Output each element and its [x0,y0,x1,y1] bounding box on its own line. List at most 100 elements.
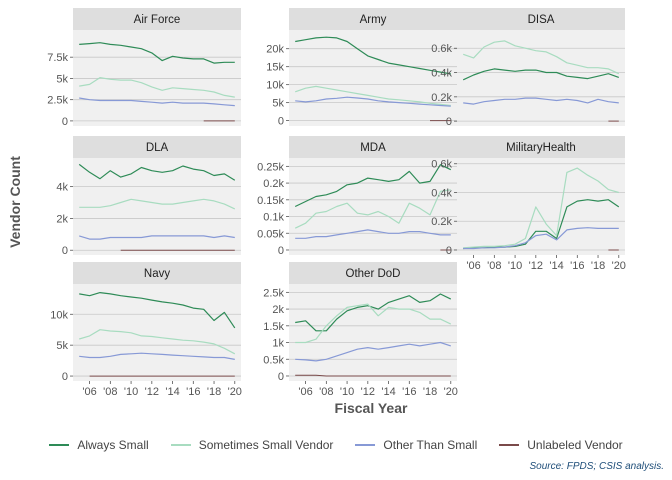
panel-strip [289,136,457,158]
y-tick-label: 0.15k [257,195,284,207]
y-tick-label: 2k [56,213,68,225]
x-tick-label: '12 [361,386,375,398]
x-tick-label: '08 [319,386,333,398]
y-tick-label: 2k [272,304,284,316]
source-note: Source: FPDS; CSIS analysis. [529,461,665,472]
y-tick-label: 0.2k [431,92,452,104]
panel-background [73,284,241,381]
x-tick-label: '20 [444,386,458,398]
series-line-sometimes-small-vendor [294,189,451,229]
x-tick-label: '08 [487,260,501,272]
panel-navy: Navy 0 5k 10k '06 '08 '10 '12 '14 '16 '18 '20 [50,262,242,398]
y-tick-label: 15k [266,62,284,74]
legend-swatch-sometimes-small [170,444,191,446]
panel-mda: MDA 0 0.05k 0.1k 0.15k 0.2k 0.25k [257,136,457,257]
panel-dla: DLA 0 2k 4k [56,136,241,257]
series-line-always-small [78,163,236,181]
panel-background [73,30,241,126]
panel-title: Army [360,14,387,26]
panel-background [457,158,625,255]
y-tick-label: 0.6k [431,159,452,171]
panel-title: DLA [146,142,169,154]
series-line-always-small [79,292,236,329]
series-line-always-small [294,164,452,208]
y-tick-label: 0 [62,245,68,257]
y-tick-label: 20k [266,44,284,56]
legend-item-always-small: Always Small [49,438,149,452]
x-tick-label: '10 [508,260,522,272]
x-tick-label: '14 [549,260,563,272]
x-tick-label: '20 [612,260,626,272]
y-tick-label: 0.1k [263,212,284,224]
panel-title: MilitaryHealth [506,142,576,154]
panel-background [289,158,457,255]
panel-title: Navy [144,268,170,280]
panel-militaryhealth: MilitaryHealth 0 0.2k 0.4k 0.6k '06 '08 '10 '12 '… [431,136,626,272]
y-tick-label: 5k [56,73,68,85]
panel-title: Air Force [134,14,181,26]
y-tick-label: 0 [278,116,284,128]
y-tick-label: 2.5k [263,287,284,299]
legend-swatch-unlabeled [499,444,520,446]
panel-army: Army 0 5k 10k 15k 20k [266,8,457,128]
y-tick-label: 0.2k [431,216,452,228]
y-tick-label: 0.2k [263,178,284,190]
y-tick-label: 10k [266,80,284,92]
x-tick-label: '06 [298,386,312,398]
x-tick-label: '14 [381,386,395,398]
x-tick-label: '06 [466,260,480,272]
legend-item-unlabeled: Unlabeled Vendor [499,438,623,452]
y-tick-label: 10k [50,309,68,321]
y-axis-title: Vendor Count [7,156,23,248]
series-line-sometimes-small-vendor [79,329,236,355]
series-line-other-than-small [295,341,451,362]
x-tick-label: '08 [103,386,117,398]
panel-strip [289,262,457,284]
panel-strip [73,136,241,158]
x-tick-label: '16 [186,386,200,398]
legend-item-other-than-small: Other Than Small [355,438,477,452]
y-tick-label: 0 [62,116,68,128]
x-axis-title: Fiscal Year [335,400,408,416]
panel-background [289,30,457,126]
y-tick-label: 0 [278,371,284,383]
series-line-other-than-small [79,97,235,107]
series-line-always-small [295,293,452,332]
x-tick-label: '16 [402,386,416,398]
y-tick-label: 0.05k [257,228,284,240]
panel-strip [73,8,241,30]
x-tick-label: '18 [207,386,221,398]
legend-item-sometimes-small: Sometimes Small Vendor [170,438,333,452]
panel-title: MDA [360,142,386,154]
y-tick-label: 5k [272,98,284,110]
legend-swatch-other-than-small [355,444,376,446]
panel-title: DISA [528,14,555,26]
panel-strip [457,136,625,158]
y-tick-label: 0 [446,245,452,257]
y-tick-label: 2.5k [47,95,68,107]
y-tick-label: 7.5k [47,52,68,64]
series-line-other-than-small [463,227,619,250]
y-tick-label: 0.25k [257,161,284,173]
x-tick-label: '20 [228,386,242,398]
legend-label-other-than-small: Other Than Small [383,438,478,452]
panel-strip [73,262,241,284]
series-line-sometimes-small-vendor [295,85,451,107]
y-tick-label: 0.4k [431,68,452,80]
panel-background [457,30,625,126]
x-tick-label: '10 [124,386,138,398]
y-tick-label: 0 [62,371,68,383]
series-line-unlabeled-vendor [295,374,451,377]
panel-air-force: Air Force 0 2.5k 5k 7.5k [47,8,241,128]
y-tick-label: 1k [272,338,284,350]
x-tick-label: '12 [529,260,543,272]
series-line-other-than-small [79,235,235,240]
panel-strip [289,8,457,30]
legend-swatch-always-small [49,444,70,446]
y-tick-label: 4k [56,182,68,194]
panel-title: Other DoD [346,268,401,280]
y-tick-label: 5k [56,340,68,352]
x-tick-label: '16 [570,260,584,272]
legend: Always Small Sometimes Small Vendor Othe… [0,434,672,456]
